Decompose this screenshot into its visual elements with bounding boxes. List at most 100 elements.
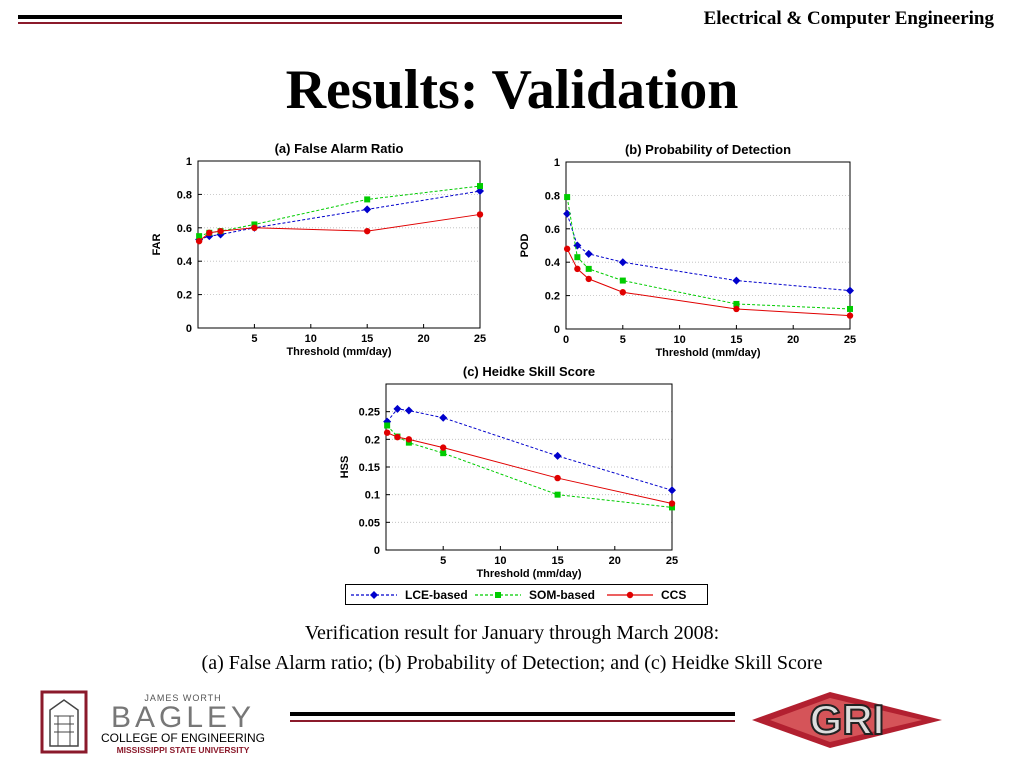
hss-ytick-label: 0.1: [365, 490, 380, 502]
pod-data-point: [618, 258, 627, 267]
pod-series-line: [566, 213, 851, 292]
far-ytick-label: 0: [186, 323, 192, 335]
hss-chart: (c) Heidke Skill Score 0 0.05 0.1 0.15 0.2 0.2…: [339, 364, 678, 580]
pod-ytick-label: 0.8: [545, 190, 560, 202]
hss-xtick-label: 25: [666, 555, 678, 567]
far-data-point: [217, 227, 224, 235]
pod-series-line: [566, 196, 851, 310]
far-plot-frame: [197, 160, 481, 329]
pod-data-point: [732, 276, 741, 285]
bagley-top-text: JAMES WORTH: [144, 693, 221, 703]
far-data-point: [251, 221, 258, 228]
far-xlabel: Threshold (mm/day): [286, 346, 391, 358]
far-xtick-label: 15: [361, 333, 373, 345]
pod-xtick-label: 15: [730, 334, 742, 346]
hss-data-point: [669, 504, 675, 511]
far-data-point: [205, 232, 214, 241]
pod-chart: (b) Probability of Detection 0 0.2 0.4 0.6 0.…: [519, 142, 856, 359]
pod-data-point: [733, 305, 740, 313]
hss-data-point: [439, 413, 448, 422]
hss-data-point: [394, 433, 401, 441]
pod-xtick-label: 10: [673, 334, 685, 346]
hss-data-point: [440, 450, 447, 457]
pod-data-point: [847, 305, 853, 312]
chart-legend: LCE-based SOM-based CCS: [345, 584, 708, 605]
far-ytick-label: 1: [186, 156, 192, 168]
pod-xtick-label: 0: [563, 334, 569, 346]
legend-marker: [626, 591, 634, 599]
pod-ytick-label: 0.4: [545, 257, 561, 269]
hss-data-point: [554, 474, 561, 482]
pod-data-point: [584, 249, 593, 258]
far-ylabel: FAR: [151, 233, 163, 255]
pod-xlabel: Threshold (mm/day): [655, 347, 760, 359]
hss-data-point: [393, 404, 402, 413]
bagley-college-text: COLLEGE OF ENGINEERING: [101, 731, 265, 745]
legend-label: SOM-based: [529, 588, 595, 602]
bagley-university-text: MISSISSIPPI STATE UNIVERSITY: [117, 745, 250, 755]
far-xtick-label: 25: [474, 333, 486, 345]
far-ytick-label: 0.2: [177, 290, 192, 302]
far-series-line: [198, 190, 481, 240]
far-data-point: [364, 196, 371, 203]
far-xtick-label: 10: [305, 333, 317, 345]
hss-series-line: [386, 425, 673, 508]
pod-ytick-label: 0: [554, 324, 560, 336]
hss-data-point: [440, 444, 447, 451]
far-data-point: [195, 237, 203, 245]
pod-data-point: [619, 289, 626, 296]
hss-data-point: [405, 436, 413, 443]
far-series-line: [198, 185, 481, 237]
caption-line-2: (a) False Alarm ratio; (b) Probability o…: [201, 652, 823, 674]
far-xtick-label: 20: [417, 333, 429, 345]
hss-xtick-label: 15: [551, 555, 563, 567]
hss-ytick-label: 0.25: [359, 407, 380, 419]
pod-data-point: [564, 194, 571, 201]
pod-series-line: [566, 248, 851, 317]
hss-data-point: [383, 429, 391, 436]
pod-data-point: [619, 277, 626, 284]
pod-data-point: [563, 209, 572, 218]
far-ytick-label: 0.4: [177, 256, 193, 268]
hss-xtick-label: 10: [494, 555, 506, 567]
pod-data-point: [846, 286, 854, 295]
pod-data-point: [574, 265, 581, 273]
pod-xtick-label: 25: [844, 334, 856, 346]
pod-data-point: [846, 312, 854, 319]
hss-series-line: [386, 432, 673, 505]
footer-rule-maroon: [290, 720, 735, 722]
hss-data-point: [384, 422, 391, 429]
footer-rule-black: [290, 712, 735, 716]
hss-ytick-label: 0: [374, 545, 380, 557]
far-ytick-label: 0.6: [177, 223, 192, 235]
legend-marker: [495, 592, 501, 598]
far-ytick-label: 0.8: [177, 189, 192, 201]
pod-xtick-label: 20: [787, 334, 799, 346]
pod-plot-frame: [565, 161, 851, 330]
pod-data-point: [573, 241, 582, 250]
hss-ytick-label: 0.2: [365, 434, 380, 446]
legend-marker: [370, 591, 378, 599]
hss-ytick-label: 0.15: [359, 462, 380, 474]
header-rule-maroon: [18, 22, 622, 24]
far-title: (a) False Alarm Ratio: [275, 141, 404, 156]
bagley-name: BAGLEY: [111, 701, 255, 734]
hss-xtick-label: 5: [440, 555, 446, 567]
caption-line-1: Verification result for January through …: [304, 622, 720, 644]
pod-data-point: [574, 254, 581, 261]
hss-series-line: [386, 408, 673, 491]
hss-data-point: [405, 439, 412, 446]
pod-ytick-label: 1: [554, 157, 560, 169]
pod-title: (b) Probability of Detection: [625, 142, 791, 157]
slide-title: Results: Validation: [285, 59, 739, 121]
pod-ytick-label: 0.2: [545, 291, 560, 303]
hss-data-point: [404, 406, 413, 415]
legend-label: CCS: [661, 588, 686, 602]
hss-data-point: [668, 500, 676, 507]
far-data-point: [251, 224, 258, 231]
legend-label: LCE-based: [405, 588, 468, 602]
far-data-point: [363, 205, 372, 214]
far-data-point: [364, 227, 371, 235]
bagley-college-logo: JAMES WORTH BAGLEY COLLEGE OF ENGINEERIN…: [40, 690, 265, 755]
